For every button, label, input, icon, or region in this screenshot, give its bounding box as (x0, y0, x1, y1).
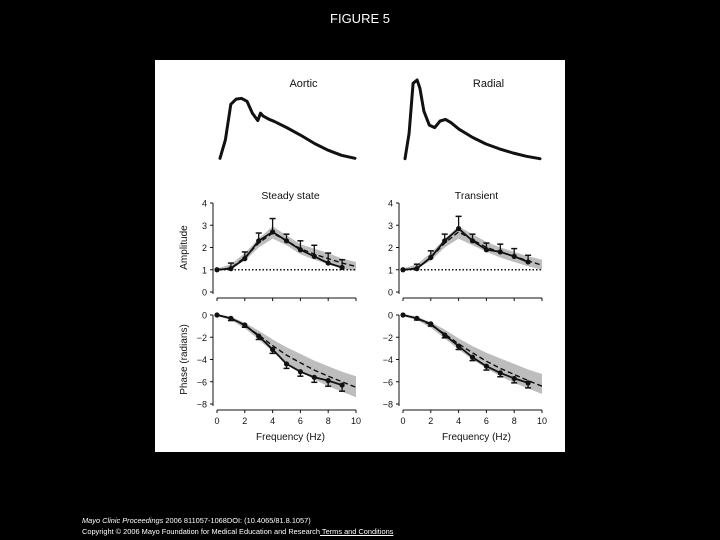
phase-steady-y-tick-label: −8 (197, 400, 207, 410)
phase-steady-data-point (339, 382, 345, 388)
amp-steady-data-point (256, 238, 262, 244)
amp-transient-data-point (442, 238, 448, 244)
phase-transient-data-point (483, 363, 489, 369)
copyright-text: Copyright © 2006 Mayo Foundation for Med… (82, 527, 320, 536)
phase-transient-data-point (469, 354, 476, 360)
phase-transient-data-point (497, 370, 503, 376)
figure-svg: Aortic Radial 0 1 2 3 4 Steady state Amplitude 0 1… (179, 78, 547, 444)
phase-transient-y-tick-label: −6 (383, 377, 393, 387)
amp-steady-y-tick-label: 3 (202, 221, 207, 231)
phase-transient-x-tick-label: 2 (428, 416, 433, 426)
phase-steady-y-label: Phase (radians) (179, 324, 190, 395)
phase-transient-data-point (511, 375, 517, 382)
amp-steady-y-tick-label: 2 (202, 243, 207, 253)
figure-panel: Aortic Radial 0 1 2 3 4 Steady state Amplitude 0 1… (155, 60, 565, 452)
phase-steady-data-point (283, 361, 290, 367)
amp-transient-data-point (456, 225, 462, 232)
phase-steady-data-point (256, 333, 262, 339)
amp-steady-y-tick-label: 0 (202, 288, 207, 298)
phase-transient-y-tick-label: −2 (383, 333, 393, 343)
amp-transient-data-point (414, 266, 420, 272)
phase-transient-data-point (442, 332, 448, 338)
amp-steady-data-point (325, 260, 331, 266)
amp-steady-data-point (242, 256, 248, 262)
phase-transient-band (403, 313, 542, 394)
amp-transient-panel: 0 1 2 3 4 Transient (388, 190, 543, 301)
phase-steady-panel: 0 −2 −4 −6 −8 0 2 4 6 8 10 Frequency (Hz) Phase (rad… (179, 311, 361, 444)
amp-transient-y-tick-label: 2 (388, 243, 393, 253)
amp-steady-title: Steady state (261, 190, 320, 202)
radial-waveform-trace (403, 78, 542, 161)
amp-transient-band (403, 226, 542, 270)
phase-steady-x-tick-label: 2 (242, 416, 247, 426)
phase-transient-x-tick-label: 4 (456, 416, 461, 426)
amp-transient-y-tick-label: 4 (388, 199, 393, 209)
aortic-waveform-title: Aortic (289, 78, 318, 90)
slide-title: FIGURE 5 (330, 11, 390, 26)
radial-waveform-panel: Radial (403, 78, 542, 161)
phase-steady-y-tick-label: −6 (197, 377, 207, 387)
phase-transient-x-tick-label: 0 (400, 416, 405, 426)
phase-steady-x-tick-label: 0 (214, 416, 219, 426)
copyright-line: Copyright © 2006 Mayo Foundation for Med… (82, 526, 393, 537)
amp-steady-data-point (228, 266, 234, 272)
phase-transient-data-point (400, 312, 406, 318)
amp-steady-series-dashed (216, 232, 357, 271)
terms-link[interactable]: Terms and Conditions (319, 527, 394, 536)
phase-transient-series-solid (402, 314, 529, 384)
phase-steady-series-solid (216, 314, 343, 386)
phase-steady-x-tick-label: 4 (270, 416, 275, 426)
phase-steady-data-point (325, 378, 331, 384)
phase-steady-x-label: Frequency (Hz) (256, 432, 325, 443)
amp-steady-data-point (339, 264, 345, 271)
journal-name: Mayo Clinic Proceedings (82, 516, 164, 525)
phase-transient-y-tick-label: 0 (388, 311, 393, 321)
phase-transient-x-tick-label: 10 (537, 416, 547, 426)
phase-steady-x-tick-label: 6 (298, 416, 303, 426)
phase-steady-data-point (297, 369, 303, 375)
phase-steady-data-point (311, 374, 317, 380)
phase-steady-y-tick-label: 0 (202, 311, 207, 321)
phase-transient-y-tick-label: −8 (383, 400, 393, 410)
phase-transient-x-tick-label: 6 (484, 416, 489, 426)
footer: Mayo Clinic Proceedings 2006 811057-1068… (82, 515, 393, 537)
amp-transient-series-dashed (402, 231, 543, 271)
phase-steady-x-tick-label: 10 (351, 416, 361, 426)
phase-steady-data-point (242, 322, 248, 328)
amp-transient-y-tick-label: 1 (388, 265, 393, 275)
aortic-waveform-trace (218, 96, 357, 160)
amp-steady-y-tick-label: 1 (202, 265, 207, 275)
phase-steady-y-tick-label: −4 (197, 355, 207, 365)
phase-steady-series-dashed (216, 314, 357, 388)
phase-steady-y-tick-label: −2 (197, 333, 207, 343)
phase-steady-x-tick-label: 8 (326, 416, 331, 426)
amp-steady-y-tick-label: 4 (202, 199, 207, 209)
amp-transient-y-tick-label: 3 (388, 221, 393, 231)
amp-steady-data-point (311, 253, 317, 259)
amp-steady-panel: 0 1 2 3 4 Steady state Amplitude (179, 190, 357, 301)
phase-transient-data-point (525, 380, 531, 386)
phase-transient-x-label: Frequency (Hz) (442, 432, 511, 443)
amp-transient-y-tick-label: 0 (388, 288, 393, 298)
radial-waveform-title: Radial (473, 78, 504, 90)
phase-steady-data-point (270, 346, 276, 353)
phase-transient-x-tick-label: 8 (512, 416, 517, 426)
citation-line: Mayo Clinic Proceedings 2006 811057-1068… (82, 515, 393, 526)
aortic-waveform-panel: Aortic (218, 78, 357, 160)
phase-transient-y-tick-label: −4 (383, 355, 393, 365)
amp-transient-title: Transient (455, 190, 498, 202)
amp-transient-data-point (483, 247, 489, 253)
amp-steady-y-label: Amplitude (179, 225, 190, 270)
phase-transient-data-point (428, 321, 434, 327)
phase-transient-series-dashed (402, 314, 543, 387)
phase-transient-panel: 0 −2 −4 −6 −8 0 2 4 6 8 10 Frequency (Hz) (383, 311, 547, 444)
citation-text: 2006 811057-1068DOI: (10.4065/81.8.1057) (163, 516, 311, 525)
